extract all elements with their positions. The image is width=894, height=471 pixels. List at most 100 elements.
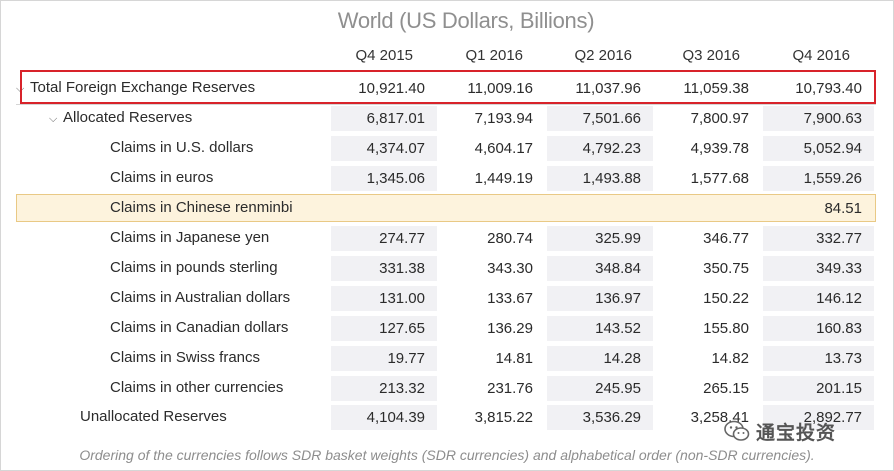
table-row: ⌵ Allocated Reserves 6,817.01 7,193.94 7,501… <box>16 103 876 133</box>
row-label-text: Claims in other currencies <box>110 379 284 396</box>
watermark: 通宝投资 <box>724 416 836 446</box>
table-cell: 280.74 <box>487 230 533 247</box>
table-cell <box>439 196 545 221</box>
table-cell: 245.95 <box>547 376 653 401</box>
table-cell: 150.22 <box>703 290 749 307</box>
table-cell: 14.81 <box>495 350 533 367</box>
table-cell: 7,800.97 <box>690 110 749 127</box>
table-cell: 4,939.78 <box>690 140 749 157</box>
table-row: Claims in Japanese yen 274.77 280.74 325.99… <box>16 223 876 253</box>
table-row: Claims in other currencies 213.32 231.76 24… <box>16 373 876 403</box>
row-label-text: Unallocated Reserves <box>80 408 227 425</box>
table-cell: 7,193.94 <box>474 110 533 127</box>
table-cell: 343.30 <box>487 260 533 277</box>
table-cell: 325.99 <box>547 226 653 251</box>
table-cell <box>331 196 437 221</box>
row-label: Claims in Australian dollars <box>110 283 290 313</box>
table-cell: 136.97 <box>547 286 653 311</box>
column-header: Q1 2016 <box>465 47 523 64</box>
table-cell: 265.15 <box>703 380 749 397</box>
table-row: Claims in Swiss francs 19.77 14.81 14.28 14.… <box>16 343 876 373</box>
table-row: Claims in U.S. dollars 4,374.07 4,604.17 4,… <box>16 133 876 163</box>
row-label-text: Claims in euros <box>110 169 214 186</box>
wechat-icon <box>724 420 750 441</box>
table-cell: 4,792.23 <box>547 136 653 161</box>
row-label-text: Claims in Japanese yen <box>110 229 270 246</box>
row-label-text: Claims in Canadian dollars <box>110 319 289 336</box>
table-row: ⌵ Total Foreign Exchange Reserves 10,921.4… <box>16 73 876 103</box>
table-cell: 11,037.96 <box>575 80 641 97</box>
table-cell: 274.77 <box>331 226 437 251</box>
table-row: Claims in pounds sterling 331.38 343.30 348… <box>16 253 876 283</box>
row-label-text: Allocated Reserves <box>63 109 193 126</box>
column-header: Q4 2015 <box>355 47 413 64</box>
row-label: Claims in euros <box>110 163 213 193</box>
row-label: Claims in U.S. dollars <box>110 133 253 163</box>
table-cell: 127.65 <box>331 316 437 341</box>
table-cell: 231.76 <box>487 380 533 397</box>
column-header: Q4 2016 <box>792 47 850 64</box>
watermark-text: 通宝投资 <box>756 422 837 444</box>
table-cell: 3,536.29 <box>547 405 653 430</box>
row-divider <box>16 104 876 105</box>
row-label: Unallocated Reserves <box>80 402 227 432</box>
table-cell: 10,793.40 <box>795 80 862 97</box>
row-label: Claims in Canadian dollars <box>110 313 288 343</box>
table-cell: 4,374.07 <box>331 136 437 161</box>
table-row: Claims in euros 1,345.06 1,449.19 1,493.88 1… <box>16 163 876 193</box>
table-cell: 350.75 <box>703 260 749 277</box>
table-cell: 155.80 <box>703 320 749 337</box>
table-cell: 348.84 <box>547 256 653 281</box>
table-cell <box>655 196 761 221</box>
table-cell: 201.15 <box>763 376 874 401</box>
table-cell: 143.52 <box>547 316 653 341</box>
table-cell: 136.29 <box>487 320 533 337</box>
table-cell: 213.32 <box>331 376 437 401</box>
table-cell: 84.51 <box>824 200 862 217</box>
row-label-text: Claims in Australian dollars <box>110 289 291 306</box>
table-cell: 1,493.88 <box>547 166 653 191</box>
table-cell <box>547 196 653 221</box>
table-cell: 146.12 <box>763 286 874 311</box>
row-label-text: Claims in U.S. dollars <box>110 139 254 156</box>
table-row: Claims in Canadian dollars 127.65 136.29 14… <box>16 313 876 343</box>
table-cell: 13.73 <box>763 346 874 371</box>
table-cell: 331.38 <box>331 256 437 281</box>
table-cell: 133.67 <box>487 290 533 307</box>
table-cell: 14.28 <box>547 346 653 371</box>
row-label[interactable]: ⌵ Allocated Reserves <box>49 103 192 133</box>
table-row: Claims in Chinese renminbi 84.51 <box>16 193 876 223</box>
footnote: Ordering of the currencies follows SDR b… <box>79 447 815 463</box>
table-cell: 5,052.94 <box>763 136 874 161</box>
row-label-text: Claims in pounds sterling <box>110 259 278 276</box>
table-cell: 2,892.77 <box>763 405 874 430</box>
table-cell: 1,577.68 <box>690 170 749 187</box>
renminbi-highlight <box>16 194 876 222</box>
table-cell: 3,815.22 <box>474 409 533 426</box>
table-cell: 6,817.01 <box>331 106 437 131</box>
table-cell: 11,059.38 <box>683 80 749 97</box>
row-label-text: Total Foreign Exchange Reserves <box>30 79 256 96</box>
table-cell: 1,345.06 <box>331 166 437 191</box>
table-cell: 7,501.66 <box>547 106 653 131</box>
column-header: Q2 2016 <box>574 47 632 64</box>
column-header: Q3 2016 <box>682 47 740 64</box>
row-label-text: Claims in Chinese renminbi <box>110 199 293 216</box>
table-cell: 14.82 <box>711 350 749 367</box>
row-label: Claims in other currencies <box>110 373 283 403</box>
table-cell: 131.00 <box>331 286 437 311</box>
table-cell: 1,559.26 <box>763 166 874 191</box>
table-cell: 1,449.19 <box>474 170 533 187</box>
table-cell: 4,104.39 <box>331 405 437 430</box>
row-label: Claims in Chinese renminbi <box>110 193 293 223</box>
table-cell: 332.77 <box>763 226 874 251</box>
table-cell: 160.83 <box>763 316 874 341</box>
row-label: Claims in Japanese yen <box>110 223 269 253</box>
row-label-text: Claims in Swiss francs <box>110 349 261 366</box>
row-label: Claims in pounds sterling <box>110 253 278 283</box>
table-cell: 7,900.63 <box>763 106 874 131</box>
chevron-down-icon[interactable]: ⌵ <box>49 113 58 125</box>
row-label: Claims in Swiss francs <box>110 343 260 373</box>
table-cell: 11,009.16 <box>467 80 533 97</box>
total-row-annotation-box <box>20 70 876 104</box>
